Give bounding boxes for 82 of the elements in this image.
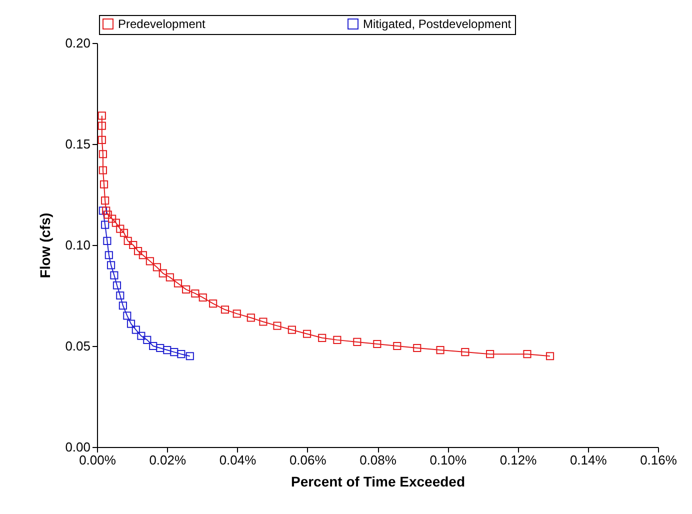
x-tick-label: 0.12% (500, 452, 538, 468)
point (137, 332, 146, 340)
point (110, 271, 118, 280)
point (98, 150, 107, 158)
point (138, 251, 147, 260)
x-tick-label: 0.08% (360, 452, 397, 468)
point (170, 348, 178, 356)
point (149, 342, 158, 350)
point (302, 330, 312, 338)
point (129, 240, 138, 250)
point (98, 112, 106, 120)
point (106, 261, 116, 270)
y-tick-label: 0.15 (65, 136, 90, 152)
point (100, 180, 108, 188)
y-tick-label: 0.20 (65, 36, 90, 50)
point (104, 251, 113, 260)
point (288, 326, 296, 334)
point (318, 334, 326, 342)
x-tick-label: 0.10% (430, 452, 467, 468)
point (101, 196, 110, 205)
point (104, 210, 112, 219)
point (209, 300, 218, 308)
point (232, 310, 241, 318)
point (118, 302, 127, 310)
point (143, 336, 152, 344)
point (393, 342, 402, 350)
point (158, 269, 167, 278)
point (413, 344, 422, 352)
point (182, 285, 190, 294)
point (102, 206, 110, 215)
point (353, 338, 362, 346)
point (546, 352, 554, 360)
point (523, 350, 532, 358)
legend-label: Predevelopment (118, 17, 206, 31)
point (436, 346, 444, 354)
point (373, 340, 382, 348)
point (108, 214, 116, 223)
point (132, 326, 140, 334)
x-tick-label: 0.04% (219, 452, 257, 468)
point (166, 273, 174, 282)
point (486, 350, 494, 358)
point (152, 263, 161, 272)
point (259, 318, 268, 326)
point (333, 336, 342, 344)
point (191, 289, 200, 298)
x-tick-label: 0.00% (79, 452, 116, 468)
point (116, 291, 124, 300)
y-tick-label: 0.00 (65, 440, 90, 454)
x-tick-label: 0.16% (640, 452, 678, 468)
point (98, 136, 106, 144)
point (134, 247, 142, 256)
y-tick-label: 0.10 (65, 238, 90, 252)
point (246, 314, 255, 322)
point (101, 220, 110, 229)
x-tick-label: 0.14% (570, 452, 608, 468)
y-axis-title: Flow (cfs) (37, 212, 54, 278)
x-tick-label: 0.06% (289, 452, 327, 468)
point (156, 344, 164, 352)
point (273, 322, 282, 330)
point (103, 236, 112, 245)
point (220, 306, 230, 314)
point (174, 279, 182, 288)
point (146, 257, 154, 266)
point (163, 346, 172, 354)
legend-label: Mitigated, Postdevelopment (363, 17, 512, 31)
point (98, 166, 107, 174)
point (124, 236, 132, 245)
point (177, 350, 186, 358)
x-axis-title: Percent of Time Exceeded (290, 474, 466, 490)
point (112, 281, 122, 290)
point (112, 218, 120, 227)
point (461, 348, 470, 356)
point (98, 206, 107, 215)
point (198, 293, 207, 302)
point (120, 228, 128, 237)
y-tick-label: 0.05 (65, 338, 90, 354)
point (98, 122, 106, 130)
x-tick-label: 0.02% (149, 452, 186, 468)
point (186, 352, 194, 360)
point (126, 320, 136, 328)
point (123, 312, 132, 320)
point (116, 224, 124, 233)
